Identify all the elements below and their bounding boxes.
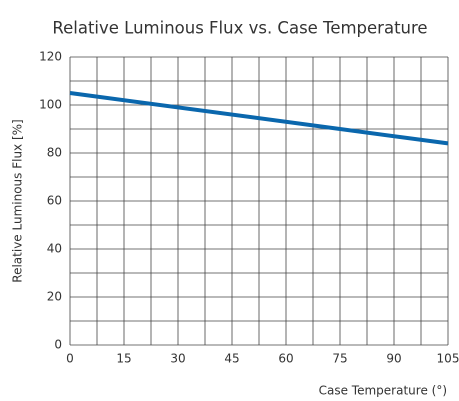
y-tick-label: 20 bbox=[47, 290, 62, 304]
y-tick-label: 120 bbox=[39, 50, 62, 64]
chart-title: Relative Luminous Flux vs. Case Temperat… bbox=[52, 19, 427, 38]
y-tick-label: 40 bbox=[47, 242, 62, 256]
data-line bbox=[69, 91, 449, 146]
y-tick-label: 60 bbox=[47, 194, 62, 208]
x-tick-label: 75 bbox=[332, 352, 347, 366]
x-tick-label: 105 bbox=[437, 352, 459, 366]
x-axis-label: Case Temperature (°) bbox=[319, 384, 447, 398]
x-tick-label: 45 bbox=[224, 352, 239, 366]
x-tick-label: 30 bbox=[170, 352, 185, 366]
y-tick-label: 80 bbox=[47, 146, 62, 160]
x-tick-label: 0 bbox=[66, 352, 74, 366]
y-axis-label: Relative Luminous Flux [%] bbox=[11, 119, 25, 282]
x-tick-label: 15 bbox=[116, 352, 131, 366]
x-tick-label: 60 bbox=[278, 352, 293, 366]
y-tick-label: 0 bbox=[54, 338, 62, 352]
x-tick-label: 90 bbox=[386, 352, 401, 366]
y-tick-label: 100 bbox=[39, 98, 62, 112]
